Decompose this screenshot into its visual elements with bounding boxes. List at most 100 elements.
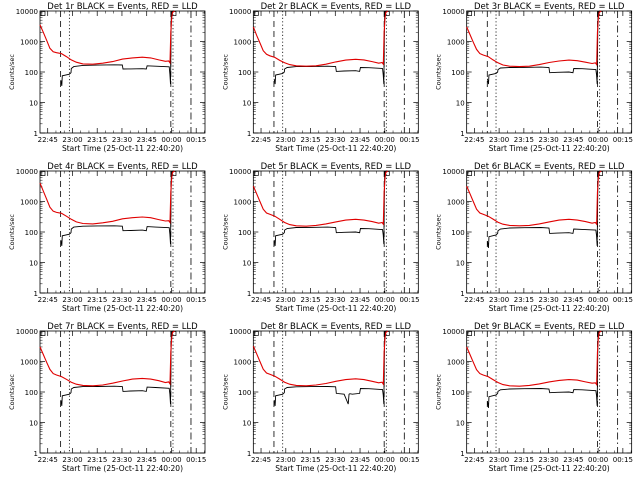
y-tick-label: 10 — [456, 100, 465, 108]
y-tick-label: 10000 — [16, 168, 38, 176]
y-tick-label: 1000 — [20, 39, 38, 47]
plot-frame — [39, 10, 206, 134]
x-axis-label: Start Time (25-Oct-11 22:40:20) — [275, 304, 396, 313]
x-tick-label: 00:15 — [613, 296, 633, 304]
x-tick-label: 22:45 — [251, 136, 271, 144]
y-axis-label: Counts/sec — [8, 214, 16, 250]
x-tick-label: 00:00 — [588, 456, 608, 464]
series-line-lld — [39, 330, 175, 387]
start-marker — [467, 331, 473, 336]
x-tick-label: 23:15 — [87, 456, 107, 464]
chart-panel-1: Det 1r BLACK = Events, RED = LLD 1 10 100 10… — [8, 2, 206, 153]
series-line-lld — [252, 330, 389, 387]
y-axis-label: Counts/sec — [435, 54, 443, 90]
y-tick-label: 1000 — [447, 199, 465, 207]
y-tick-label: 1000 — [234, 199, 252, 207]
start-marker — [467, 11, 473, 16]
y-tick-label: 10 — [29, 260, 38, 268]
x-tick-label: 23:45 — [563, 136, 583, 144]
series-line-lld — [252, 170, 389, 227]
chart-panel-2: Det 2r BLACK = Events, RED = LLD 1 10 100 10… — [221, 2, 419, 153]
x-tick-label: 00:00 — [375, 456, 395, 464]
y-axis-label: Counts/sec — [8, 54, 16, 90]
y-tick-label: 10 — [456, 420, 465, 428]
start-marker — [467, 171, 473, 176]
y-tick-label: 1 — [247, 130, 251, 138]
x-tick-label: 23:00 — [489, 296, 509, 304]
x-tick-label: 23:15 — [514, 456, 534, 464]
chart-title: Det 9r BLACK = Events, RED = LLD — [474, 322, 625, 332]
y-tick-label: 100 — [451, 69, 464, 77]
y-axis-label: Counts/sec — [221, 54, 229, 90]
plot-frame — [252, 10, 419, 134]
x-tick-label: 23:15 — [514, 136, 534, 144]
x-axis-label: Start Time (25-Oct-11 22:40:20) — [62, 464, 183, 473]
y-tick-label: 1 — [460, 450, 464, 458]
x-tick-label: 23:30 — [539, 296, 559, 304]
x-tick-label: 23:00 — [489, 456, 509, 464]
x-tick-label: 00:15 — [186, 456, 206, 464]
start-marker — [40, 11, 46, 16]
chart-title: Det 6r BLACK = Events, RED = LLD — [474, 162, 625, 172]
x-tick-label: 23:00 — [62, 456, 82, 464]
series-line-events — [487, 170, 602, 248]
x-tick-label: 23:15 — [87, 136, 107, 144]
chart-title: Det 7r BLACK = Events, RED = LLD — [47, 322, 198, 332]
y-tick-label: 100 — [25, 389, 38, 397]
x-tick-label: 22:45 — [464, 136, 484, 144]
x-tick-label: 23:30 — [112, 136, 132, 144]
x-tick-label: 00:00 — [375, 136, 395, 144]
x-tick-label: 00:00 — [588, 136, 608, 144]
y-tick-label: 10 — [456, 260, 465, 268]
y-tick-label: 10 — [29, 100, 38, 108]
y-tick-label: 100 — [238, 229, 251, 237]
series-line-lld — [466, 170, 602, 227]
y-tick-label: 10000 — [229, 8, 251, 16]
x-tick-label: 00:00 — [161, 136, 181, 144]
y-tick-label: 10000 — [442, 168, 464, 176]
y-tick-label: 1000 — [447, 39, 465, 47]
x-tick-label: 23:30 — [325, 296, 345, 304]
x-tick-label: 23:45 — [563, 296, 583, 304]
x-axis-label: Start Time (25-Oct-11 22:40:20) — [275, 464, 396, 473]
x-tick-label: 00:15 — [186, 136, 206, 144]
y-tick-label: 1 — [34, 130, 38, 138]
x-tick-label: 23:45 — [350, 296, 370, 304]
x-axis-label: Start Time (25-Oct-11 22:40:20) — [489, 144, 610, 153]
x-tick-label: 22:45 — [38, 296, 58, 304]
chart-panel-6: Det 6r BLACK = Events, RED = LLD 1 10 100 10… — [435, 162, 633, 313]
y-tick-label: 10000 — [442, 8, 464, 16]
series-line-lld — [466, 330, 602, 387]
plot-frame — [39, 330, 206, 454]
start-marker — [40, 171, 46, 176]
y-tick-label: 10000 — [442, 328, 464, 336]
x-tick-label: 23:15 — [300, 456, 320, 464]
x-tick-label: 22:45 — [251, 296, 271, 304]
x-tick-label: 23:30 — [112, 296, 132, 304]
x-tick-label: 22:45 — [464, 296, 484, 304]
y-axis-label: Counts/sec — [221, 214, 229, 250]
chart-panel-5: Det 5r BLACK = Events, RED = LLD 1 10 100 10… — [221, 162, 419, 313]
x-tick-label: 23:45 — [137, 456, 157, 464]
y-tick-label: 1000 — [447, 359, 465, 367]
y-tick-label: 100 — [25, 229, 38, 237]
x-tick-label: 23:15 — [514, 296, 534, 304]
y-tick-label: 100 — [451, 389, 464, 397]
x-tick-label: 23:00 — [489, 136, 509, 144]
x-tick-label: 23:45 — [137, 296, 157, 304]
series-line-lld — [466, 10, 602, 68]
x-tick-label: 00:00 — [161, 456, 181, 464]
x-tick-label: 23:15 — [300, 136, 320, 144]
chart-title: Det 4r BLACK = Events, RED = LLD — [47, 162, 198, 172]
y-tick-label: 1 — [247, 450, 251, 458]
x-tick-label: 23:15 — [87, 296, 107, 304]
y-tick-label: 1 — [34, 290, 38, 298]
y-tick-label: 1 — [247, 290, 251, 298]
start-marker — [40, 331, 46, 336]
x-tick-label: 23:30 — [539, 136, 559, 144]
y-tick-label: 10000 — [229, 168, 251, 176]
chart-panel-7: Det 7r BLACK = Events, RED = LLD 1 10 100 10… — [8, 322, 206, 473]
y-tick-label: 1000 — [20, 359, 38, 367]
y-tick-label: 10 — [242, 100, 251, 108]
